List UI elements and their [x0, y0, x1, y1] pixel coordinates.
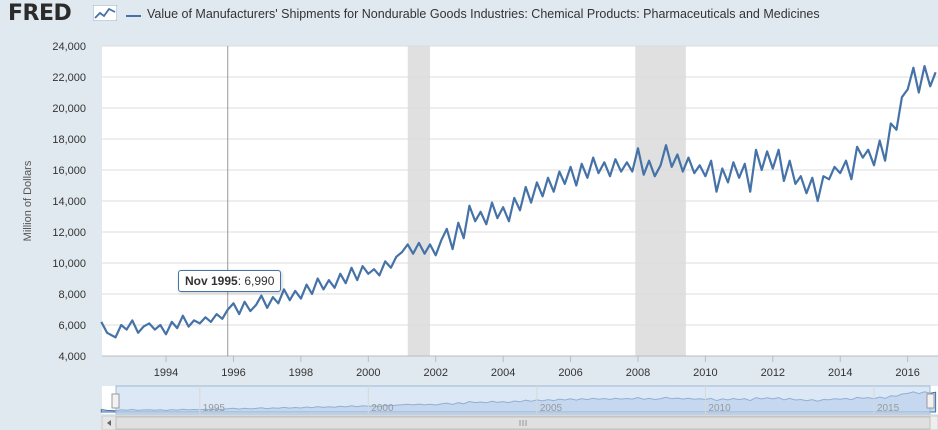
chart-header: FRED Value of Manufacturers' Shipments f…	[0, 0, 938, 32]
y-axis-label: Million of Dollars	[22, 160, 34, 241]
navigator-right-handle[interactable]	[926, 393, 935, 409]
x-tick-label: 2008	[626, 367, 650, 379]
line-chart[interactable]: 4,000 6,000 8,000 10,000 12,000 14,000 16,000 1…	[0, 32, 938, 430]
scrollbar-grip-icon	[519, 420, 527, 426]
x-tick-label: 1994	[154, 367, 178, 379]
x-tick-label: 2000	[356, 367, 380, 379]
x-tick-label: 2012	[761, 367, 785, 379]
gridlines	[102, 45, 938, 357]
tooltip-separator: :	[237, 274, 245, 288]
data-tooltip: Nov 1995: 6,990	[178, 270, 282, 292]
y-tick-label: 10,000	[52, 258, 86, 270]
y-tick-label: 12,000	[52, 227, 86, 239]
y-tick-label: 22,000	[52, 72, 86, 84]
x-tick-label: 2006	[558, 367, 582, 379]
navigator-tick-label: 2015	[877, 403, 900, 414]
scroll-left-icon	[107, 420, 111, 426]
x-tick-label: 1998	[289, 367, 313, 379]
legend-swatch	[126, 15, 141, 17]
y-tick-label: 24,000	[52, 41, 86, 53]
x-axis: 1994 1996 1998 2000 2002 2004 2006 2008 2010 2012…	[102, 355, 938, 379]
y-tick-label: 8,000	[58, 289, 86, 301]
navigator-tick-label: 2000	[371, 403, 394, 414]
x-tick-label: 1996	[221, 367, 245, 379]
x-tick-label: 2016	[895, 367, 919, 379]
y-axis: 4,000 6,000 8,000 10,000 12,000 14,000 16,000 1…	[52, 41, 86, 363]
y-tick-label: 18,000	[52, 134, 86, 146]
x-tick-label: 2014	[828, 367, 852, 379]
legend-label[interactable]: Value of Manufacturers' Shipments for No…	[147, 7, 820, 21]
x-tick-label: 2010	[693, 367, 717, 379]
fred-chart-icon	[93, 5, 117, 21]
series-line[interactable]	[100, 65, 937, 339]
x-tick-label: 2002	[423, 367, 447, 379]
navigator-tick-label: 2005	[540, 403, 563, 414]
navigator-tick-label: 1995	[203, 403, 226, 414]
navigator-selection[interactable]	[115, 385, 931, 415]
x-tick-label: 2004	[491, 367, 515, 379]
y-tick-label: 20,000	[52, 103, 86, 115]
navigator-left-handle[interactable]	[111, 393, 120, 409]
navigator-ticks: 1995 2000 2005 2010 2015	[199, 386, 900, 414]
tooltip-date: Nov 1995	[185, 274, 238, 288]
y-tick-label: 6,000	[58, 320, 86, 332]
y-tick-label: 16,000	[52, 165, 86, 177]
fred-logo[interactable]: FRED	[8, 1, 72, 26]
navigator-tick-label: 2010	[708, 403, 731, 414]
y-tick-label: 14,000	[52, 196, 86, 208]
tooltip-value: 6,990	[244, 274, 275, 288]
y-tick-label: 4,000	[58, 351, 86, 363]
